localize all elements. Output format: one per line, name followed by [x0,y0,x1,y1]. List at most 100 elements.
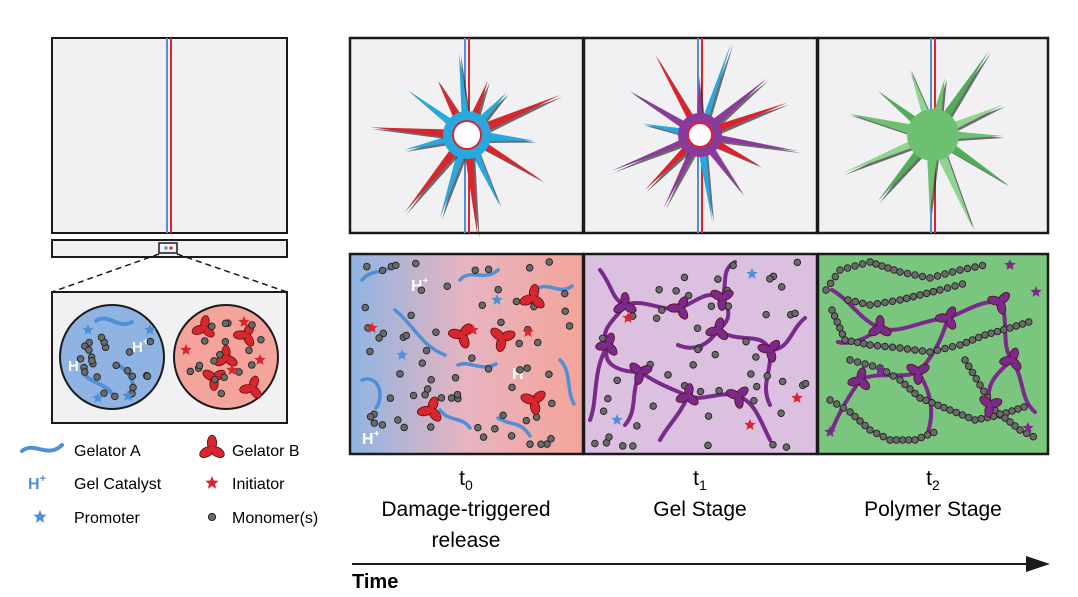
monomer [832,400,841,408]
crosslink [667,296,689,320]
monomer [129,383,137,392]
stage-label-1: t1 Gel Stage [653,467,746,521]
monomer [76,355,85,363]
monomer [993,327,1002,336]
svg-text:t2: t2 [926,467,940,493]
monomer [872,429,881,438]
monomer [933,346,942,355]
promoter [746,268,758,279]
monomer [248,361,256,369]
monomer [793,258,802,267]
monomer [843,264,852,272]
monomer [948,268,957,276]
monomer [747,370,755,378]
monomer [599,407,608,415]
monomer [394,416,402,424]
monomer [943,284,952,292]
monomer [1024,318,1033,326]
monomer [1020,403,1028,411]
monomer [704,441,712,450]
monomer [693,324,702,333]
monomer [923,431,932,439]
monomer [257,335,265,344]
monomer [918,272,927,281]
monomer [896,344,904,352]
gelator-b [520,390,546,415]
crack-panel-release [348,36,585,239]
gelator-b [191,315,215,338]
monomer [861,421,869,430]
crosslink [710,289,734,311]
initiator [238,316,250,327]
monomer [604,394,612,403]
legend-gel-catalyst-label: Gel Catalyst [74,476,162,493]
monomer [987,329,996,338]
monomer [801,379,810,388]
initiator [180,344,192,355]
monomer [888,343,897,352]
monomer [220,373,228,382]
monomer [763,372,772,380]
monomer [846,356,854,364]
monomer [977,415,986,423]
molecular-panel-gel [582,252,819,456]
monomer [853,358,862,366]
legend: Gelator A Gelator B H+ Gel Catalyst Init… [20,434,318,527]
monomer [216,351,224,359]
monomer [778,377,787,386]
monomer [437,394,446,402]
monomer [1006,324,1014,332]
monomer [370,419,379,427]
monomer [81,368,89,376]
monomer [396,370,404,378]
monomer [560,289,569,298]
monomer [451,374,460,382]
crosslink [935,306,957,330]
monomer [245,346,253,355]
monomer [93,373,101,381]
monomer [909,292,918,301]
crosslink [675,383,699,406]
monomer [629,442,637,450]
monomer [447,394,456,402]
monomer [777,409,785,417]
monomer [479,433,488,441]
crosslink [725,386,749,409]
monomer [361,303,370,312]
monomer [548,399,556,408]
monomer [936,286,944,294]
monomer [689,361,697,369]
monomer [547,434,555,443]
monomer [981,331,989,339]
monomer [918,347,927,355]
monomer [750,397,758,405]
gelator-b-icon [199,434,225,458]
monomer [963,264,972,273]
monomer [208,322,216,331]
monomer [499,411,507,420]
monomer [886,436,894,444]
monomer [210,357,218,365]
legend-gel-catalyst: H+ Gel Catalyst [28,473,162,493]
legend-promoter: Promoter [33,510,140,527]
initiator [744,419,756,430]
promoter-star-icon [33,510,47,523]
monomer [1000,326,1008,334]
monomer [958,280,967,288]
monomer [1006,418,1014,426]
promoter-star-icon [33,510,47,523]
monomer [417,286,426,294]
monomer [965,413,973,422]
zoom-lines [51,253,288,293]
monomer [873,342,882,350]
monomer [412,259,420,268]
monomer [903,345,912,353]
monomer [948,343,957,351]
monomer [146,337,155,346]
monomer [378,266,387,275]
monomer [516,366,524,374]
monomer [856,417,864,425]
crosslink [999,347,1022,371]
monomer [195,361,204,370]
monomer [427,375,435,384]
